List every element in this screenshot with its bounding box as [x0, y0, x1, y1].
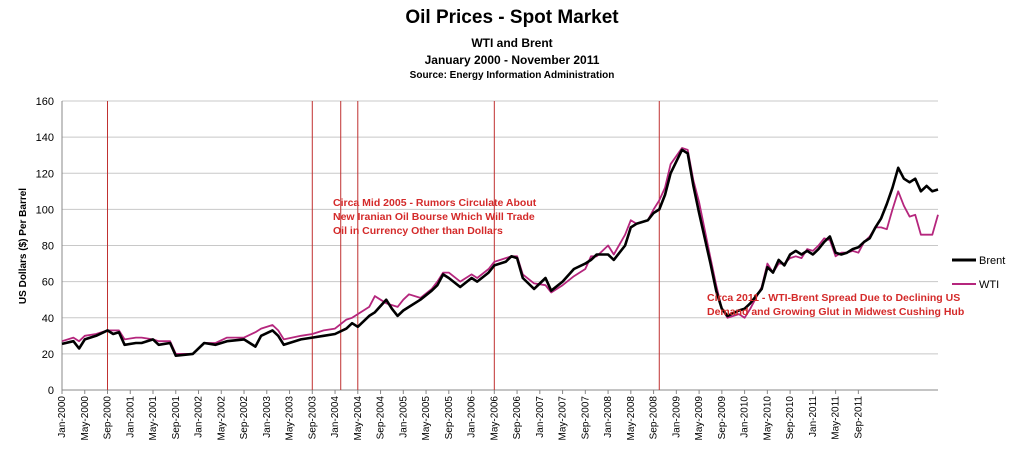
y-tick-label: 40 — [42, 313, 54, 325]
x-tick-label: May-2010 — [762, 396, 773, 441]
series-line-brent — [61, 148, 939, 357]
x-tick-label: Sep-2011 — [853, 396, 864, 439]
annotation-text: New Iranian Oil Bourse Which Will Trade — [333, 211, 535, 223]
x-tick-label: May-2004 — [353, 396, 364, 441]
annotation-text: Circa Mid 2005 - Rumors Circulate About — [333, 197, 537, 209]
x-tick-label: Jan-2010 — [740, 396, 751, 438]
x-tick-label: Sep-2005 — [444, 396, 455, 440]
y-tick-label: 20 — [42, 349, 54, 361]
x-tick-label: Jan-2003 — [262, 396, 273, 438]
legend: Brent WTI — [952, 255, 1005, 291]
chart-subtitle: WTI and Brent — [471, 36, 553, 50]
x-tick-label: Jan-2002 — [194, 396, 205, 438]
x-tick-label: May-2001 — [148, 396, 159, 441]
legend-label: WTI — [979, 279, 999, 291]
x-tick-label: May-2000 — [80, 396, 91, 441]
y-tick-label: 140 — [36, 132, 54, 144]
x-tick-label: May-2003 — [285, 396, 296, 441]
series-lines — [61, 147, 939, 357]
chart-grid — [61, 100, 938, 391]
x-tick-label: May-2006 — [489, 396, 500, 441]
x-tick-label: May-2009 — [694, 396, 705, 441]
y-tick-label: 160 — [36, 96, 54, 108]
x-tick-label: Sep-2002 — [239, 396, 250, 440]
legend-label: Brent — [979, 255, 1005, 267]
chart-date-range: January 2000 - November 2011 — [424, 53, 600, 67]
x-tick-label: Sep-2000 — [103, 396, 114, 440]
x-tick-label: Sep-2010 — [785, 396, 796, 440]
y-axis-ticks: 0 20 40 60 80 100 120 140 160 — [36, 96, 54, 397]
x-tick-label: Jan-2007 — [535, 396, 546, 438]
x-tick-label: Jan-2009 — [671, 396, 682, 438]
x-tick-label: Sep-2004 — [376, 396, 387, 440]
y-tick-label: 100 — [36, 204, 54, 216]
x-tick-label: Jan-2005 — [398, 396, 409, 438]
x-tick-label: Sep-2008 — [649, 396, 660, 440]
x-tick-label: May-2007 — [558, 396, 569, 441]
x-tick-label: Jan-2011 — [808, 396, 819, 437]
x-tick-label: May-2011 — [831, 396, 842, 440]
x-tick-label: Sep-2009 — [717, 396, 728, 440]
chart-source: Source: Energy Information Administratio… — [409, 70, 615, 81]
y-tick-label: 120 — [36, 168, 54, 180]
event-lines — [107, 101, 660, 390]
x-tick-label: Jan-2008 — [603, 396, 614, 438]
x-tick-label: Sep-2006 — [512, 396, 523, 440]
y-tick-label: 60 — [42, 277, 54, 289]
x-tick-label: Sep-2001 — [171, 396, 182, 440]
x-tick-label: May-2002 — [216, 396, 227, 441]
chart-title: Oil Prices - Spot Market — [405, 7, 619, 28]
y-tick-label: 0 — [48, 385, 54, 397]
y-axis-label: US Dollars ($) Per Barrel — [18, 188, 29, 304]
x-tick-label: Jan-2000 — [57, 396, 68, 438]
x-tick-label: Sep-2007 — [580, 396, 591, 440]
y-tick-label: 80 — [42, 241, 54, 253]
annotation-text: Oil in Currency Other than Dollars — [333, 225, 503, 237]
x-tick-label: May-2008 — [626, 396, 637, 441]
x-tick-label: Sep-2003 — [307, 396, 318, 440]
annotations: Circa Mid 2005 - Rumors Circulate About N… — [333, 197, 964, 318]
x-tick-label: Jan-2004 — [330, 396, 341, 438]
annotation-text: Circa 2011 - WTI-Brent Spread Due to Dec… — [707, 292, 960, 304]
x-tick-label: Jan-2006 — [467, 396, 478, 438]
annotation-text: Demand and Growing Glut in Midwest Cushi… — [707, 306, 964, 318]
x-tick-label: May-2005 — [421, 396, 432, 441]
x-tick-label: Jan-2001 — [125, 396, 136, 438]
x-axis-ticks: Jan-2000 May-2000 Sep-2000 Jan-2001 May-2001… — [57, 390, 864, 440]
